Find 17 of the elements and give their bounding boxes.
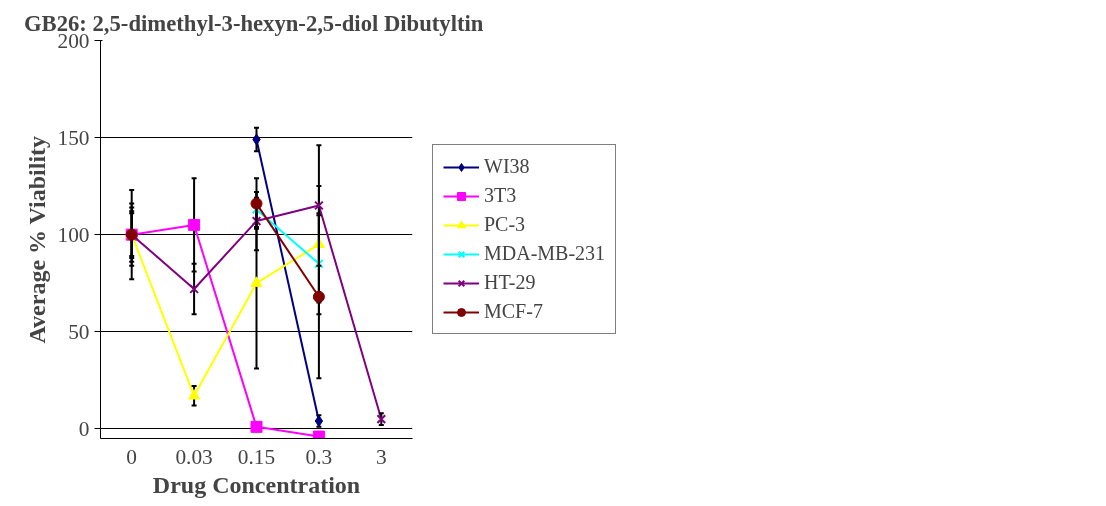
x-tick-label: 0.03 [175,444,213,469]
legend-label: HT-29 [484,271,536,294]
legend-label: 3T3 [484,184,517,207]
x-tick-label: 0 [126,444,138,469]
x-tick-label: 0.3 [305,444,333,469]
y-tick-label: 50 [68,319,90,344]
legend-label: MDA-MB-231 [484,242,606,265]
x-axis-title: Drug Concentration [152,471,361,498]
legend-label: PC-3 [484,213,526,236]
legend-label: MCF-7 [484,300,543,323]
y-tick-label: 100 [57,222,90,247]
y-axis-title: Average % Viability [23,135,50,344]
x-tick-label: 0.15 [237,444,276,469]
y-tick-label: 0 [78,416,90,441]
x-tick-label: 3 [375,444,387,469]
legend-label: WI38 [484,155,530,178]
y-tick-label: 150 [57,125,90,150]
